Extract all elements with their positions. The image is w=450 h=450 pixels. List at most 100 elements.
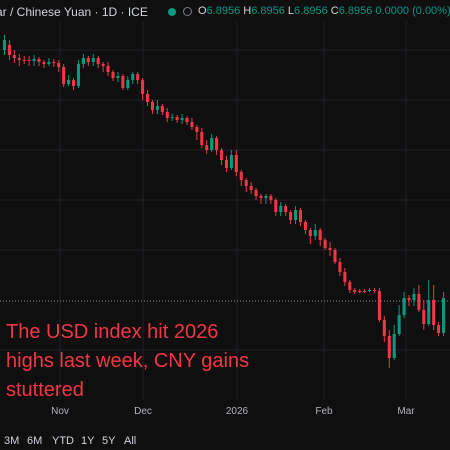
candle	[76, 64, 80, 86]
symbol-title[interactable]: ar / Chinese Yuan · 1D · ICE	[0, 5, 148, 19]
range-3m-button[interactable]: 3M	[4, 435, 20, 447]
candle	[27, 60, 31, 61]
candle	[318, 230, 322, 240]
x-tick-label: Dec	[134, 406, 152, 417]
candle	[37, 59, 41, 62]
candle	[185, 118, 189, 122]
candle	[32, 59, 36, 61]
candle	[259, 196, 263, 198]
candle	[224, 160, 228, 168]
candle	[175, 117, 179, 120]
candle	[412, 294, 416, 300]
ohlc-key: C	[330, 5, 339, 17]
candle	[313, 230, 317, 236]
ohlc-key: O	[198, 5, 207, 17]
candle	[358, 291, 362, 292]
candle	[170, 117, 174, 118]
status-ring-icon	[183, 7, 192, 16]
candle	[417, 294, 421, 310]
candle	[353, 290, 357, 292]
price-chart[interactable]	[0, 0, 450, 430]
candle	[67, 80, 71, 84]
candle	[111, 72, 115, 78]
candle	[239, 172, 243, 180]
candle	[220, 150, 224, 160]
range-selector: 3M 6M YTD 1Y 5Y All	[0, 430, 450, 450]
candle	[180, 118, 184, 120]
candle	[289, 212, 293, 220]
candle	[22, 60, 26, 61]
ohlc-value: 6.8956	[206, 5, 244, 17]
candle	[2, 40, 6, 50]
candle	[422, 310, 426, 324]
candle	[338, 262, 342, 272]
candle	[86, 58, 90, 62]
ohlc-value: 6.8956	[294, 5, 331, 17]
candle	[274, 200, 278, 212]
candle	[234, 155, 238, 172]
candle	[402, 298, 406, 315]
time-axis: Nov Dec 2026 Feb Mar	[0, 400, 450, 422]
candle	[7, 45, 11, 55]
candle	[387, 336, 391, 358]
candle	[101, 64, 105, 66]
candle	[121, 76, 125, 88]
x-tick-label: Feb	[315, 406, 333, 417]
candle	[269, 196, 273, 200]
candle	[150, 102, 154, 110]
candle	[382, 320, 386, 336]
candle	[323, 240, 327, 248]
candle	[195, 127, 199, 132]
candle	[57, 63, 61, 67]
range-5y-button[interactable]: 5Y	[102, 435, 116, 447]
candle	[284, 206, 288, 212]
candle	[368, 290, 372, 291]
live-dot-icon	[168, 8, 176, 16]
candle	[62, 67, 66, 84]
candle	[432, 300, 436, 325]
x-tick-label: 2026	[225, 406, 249, 417]
candle	[427, 300, 431, 324]
candle	[106, 66, 110, 72]
candle	[392, 334, 396, 358]
ohlc-readout: O6.8956 H6.8956 L6.8956 C6.8956 0.0000 (…	[198, 5, 450, 17]
range-6m-button[interactable]: 6M	[27, 435, 43, 447]
candle	[17, 58, 21, 60]
candle	[72, 80, 76, 86]
candle	[437, 325, 441, 333]
candle	[264, 196, 268, 198]
candle	[333, 250, 337, 262]
candle	[210, 138, 214, 150]
ohlc-value: 6.8956	[251, 5, 288, 17]
candle	[126, 80, 130, 88]
candle	[343, 272, 347, 282]
candle	[215, 138, 219, 150]
candle	[47, 62, 51, 64]
candles-layer	[2, 35, 446, 368]
candle	[377, 291, 381, 320]
x-tick-label: Nov	[51, 406, 69, 417]
annotation-line-2: highs last week, CNY gains	[6, 350, 250, 372]
candle	[131, 74, 135, 80]
candle	[249, 186, 253, 190]
candle	[52, 62, 56, 63]
candle	[348, 282, 352, 290]
candle	[165, 112, 169, 118]
candle	[155, 106, 159, 110]
range-all-button[interactable]: All	[124, 435, 137, 447]
candle	[116, 76, 120, 78]
annotation-line-3: stuttered	[6, 379, 84, 401]
candle	[279, 206, 283, 212]
candle	[298, 210, 302, 222]
candle	[146, 94, 150, 102]
range-1y-button[interactable]: 1Y	[81, 435, 95, 447]
candle	[372, 290, 376, 291]
candle	[254, 190, 258, 196]
candle	[136, 74, 140, 80]
candle	[328, 248, 332, 250]
candle	[12, 55, 16, 58]
candle	[205, 145, 209, 150]
candle	[397, 315, 401, 334]
range-ytd-button[interactable]: YTD	[52, 435, 74, 447]
annotation-line-1: The USD index hit 2026	[6, 321, 219, 343]
